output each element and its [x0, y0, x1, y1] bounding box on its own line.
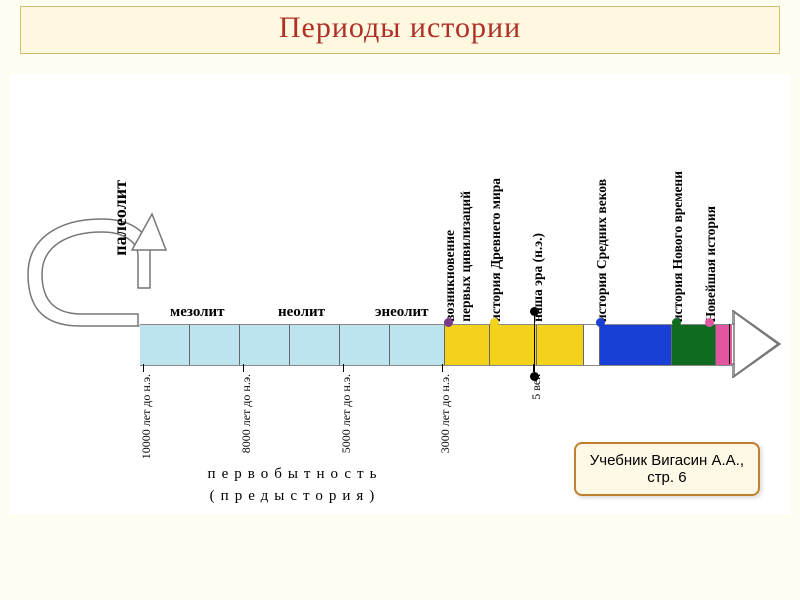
- end-tick: [729, 324, 730, 364]
- stone-age-period-label: неолит: [278, 304, 325, 321]
- arrowhead-right-icon: [732, 310, 787, 378]
- timeline-segment: [340, 325, 390, 365]
- period-dot-icon: [705, 318, 714, 327]
- stone-age-period-label: мезолит: [170, 304, 225, 321]
- date-label: 10000 лет до н.э.: [139, 374, 154, 459]
- date-tick: [343, 364, 344, 372]
- header: Периоды истории: [20, 6, 780, 54]
- period-dot-icon: [490, 318, 499, 327]
- timeline-bar: [140, 324, 732, 366]
- timeline-segment: [537, 325, 584, 365]
- period-dot-icon: [672, 318, 681, 327]
- paleolithic-label: палеолит: [110, 180, 131, 256]
- period-vertical-label: возникновение первых цивилизаций: [442, 191, 474, 322]
- period-vertical-label: Новейшая история: [703, 206, 719, 322]
- source-callout-text: Учебник Вигасин А.А.,стр. 6: [590, 452, 744, 486]
- timeline-segment: [290, 325, 340, 365]
- period-vertical-label: история Нового времени: [670, 171, 686, 322]
- prehistory-caption-1: первобытность: [130, 466, 460, 483]
- page-title: Периоды истории: [21, 11, 779, 45]
- stone-age-period-label: энеолит: [375, 304, 429, 321]
- date-tick: [442, 364, 443, 372]
- date-label: 3000 лет до н.э.: [438, 374, 453, 453]
- timeline-segment: [190, 325, 240, 365]
- prehistory-caption-2: (предыстория): [130, 488, 460, 505]
- date-tick: [143, 364, 144, 372]
- date-label: 5 век: [529, 374, 544, 400]
- period-vertical-label: история Древнего мира: [488, 178, 504, 322]
- date-tick: [243, 364, 244, 372]
- timeline-segment: [240, 325, 290, 365]
- date-tick: [533, 364, 534, 372]
- timeline-segment: [584, 325, 600, 365]
- timeline-segment: [390, 325, 445, 365]
- timeline-diagram: палеолит мезолит неолит энеолит возникнове…: [10, 74, 790, 514]
- timeline-segment: [445, 325, 490, 365]
- date-label: 5000 лет до н.э.: [339, 374, 354, 453]
- date-label: 8000 лет до н.э.: [239, 374, 254, 453]
- period-dot-icon: [444, 318, 453, 327]
- period-dot-icon: [596, 318, 605, 327]
- period-vertical-label: история Средних веков: [594, 179, 610, 322]
- timeline-segment: [490, 325, 537, 365]
- source-callout: Учебник Вигасин А.А.,стр. 6: [574, 442, 760, 496]
- timeline-segment: [600, 325, 672, 365]
- era-marker: [534, 311, 535, 377]
- timeline-segment: [140, 325, 190, 365]
- timeline-segment: [672, 325, 716, 365]
